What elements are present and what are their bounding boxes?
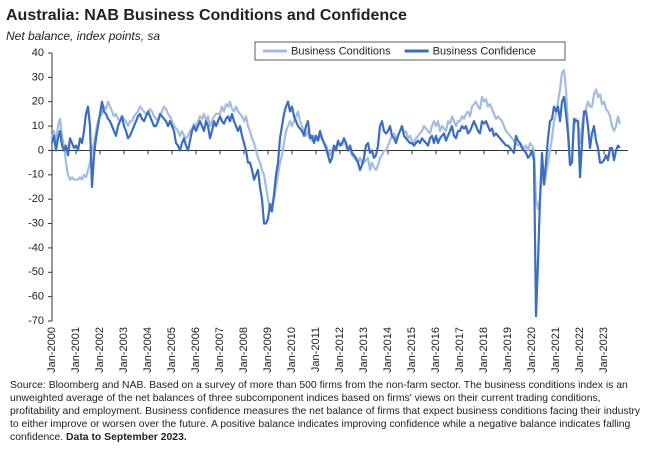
x-tick-label: Jan-2007 [214,327,226,373]
x-tick-label: Jan-2005 [166,327,178,373]
y-tick-label: 0 [38,144,44,156]
chart-title: Australia: NAB Business Conditions and C… [6,7,407,24]
x-tick-label: Jan-2004 [142,327,154,373]
y-tick-label: -60 [28,291,44,303]
y-tick-label: 10 [32,120,44,132]
y-tick-label: -20 [28,193,44,205]
x-tick-label: Jan-2015 [406,327,418,373]
x-tick-label: Jan-2006 [190,327,202,373]
series-line [50,95,621,318]
y-tick-label: -30 [28,217,44,229]
x-tick-label: Jan-2017 [454,327,466,373]
y-tick-label: 40 [32,47,44,59]
x-tick-label: Jan-2011 [310,327,322,372]
y-tick-label: -10 [28,169,44,181]
x-tick-label: Jan-2000 [46,327,58,373]
x-tick-label: Jan-2019 [502,327,514,373]
y-tick-label: 20 [32,96,44,108]
x-tick-label: Jan-2018 [478,327,490,373]
y-tick-label: -70 [28,315,44,327]
x-tick-label: Jan-2003 [118,327,130,373]
legend-label: Business Confidence [433,45,536,57]
x-tick-label: Jan-2010 [286,327,298,373]
x-tick-label: Jan-2014 [382,327,394,373]
y-tick-label: 30 [32,71,44,83]
y-tick-label: -40 [28,242,44,254]
x-tick-label: Jan-2016 [430,327,442,373]
x-tick-label: Jan-2009 [262,327,274,373]
y-tick-label: -50 [28,266,44,278]
chart: Australia: NAB Business Conditions and C… [6,7,628,373]
note-bold: Data to September 2023. [66,432,187,443]
x-tick-label: Jan-2001 [70,327,82,373]
x-tick-label: Jan-2002 [94,327,106,373]
note-text: Source: Bloomberg and NAB. Based on a su… [10,380,641,443]
footnote: Source: Bloomberg and NAB. Based on a su… [10,379,642,444]
x-tick-label: Jan-2023 [598,327,610,373]
chart-subtitle: Net balance, index points, sa [6,29,160,43]
x-tick-label: Jan-2012 [334,327,346,373]
x-tick-label: Jan-2022 [574,327,586,373]
x-tick-label: Jan-2020 [526,327,538,373]
legend-label: Business Conditions [291,45,391,57]
x-tick-label: Jan-2008 [238,327,250,373]
x-tick-label: Jan-2021 [550,327,562,373]
x-tick-label: Jan-2013 [358,327,370,373]
